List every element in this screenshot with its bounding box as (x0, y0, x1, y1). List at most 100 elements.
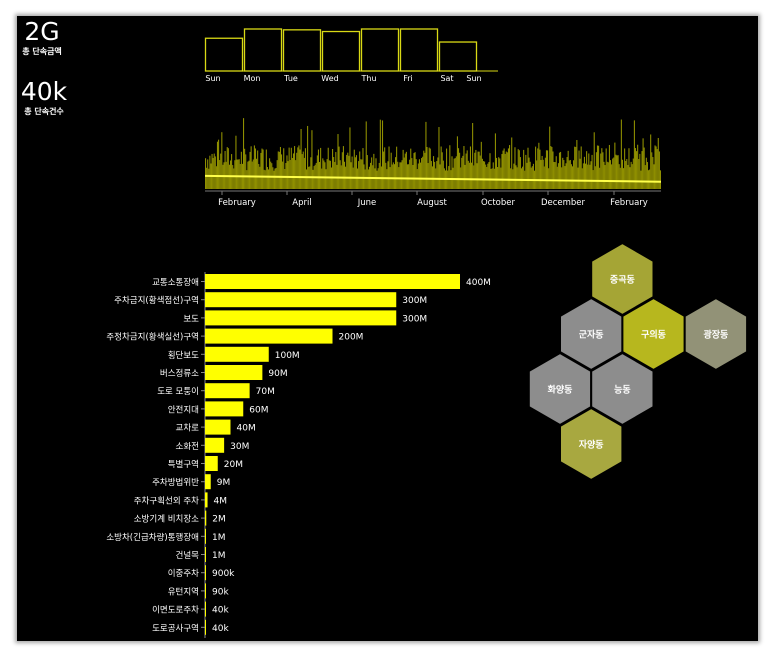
timeline-bar (281, 154, 283, 189)
category-label: 소방기계 비치장소 (134, 514, 199, 525)
timeline-bar (536, 160, 538, 189)
timeline-bar (248, 160, 250, 189)
weekday-label: Wed (321, 74, 338, 83)
timeline-bar (652, 157, 654, 189)
timeline-bar (397, 161, 399, 189)
timeline-bar (426, 146, 428, 189)
category-value-label: 100M (275, 351, 300, 361)
timeline-bar (618, 164, 620, 189)
category-value-label: 2M (212, 515, 226, 525)
timeline-bar (307, 125, 309, 189)
category-bar (205, 365, 263, 380)
timeline-bar (540, 160, 542, 189)
timeline-bar (644, 165, 646, 189)
timeline-bar (642, 138, 644, 189)
timeline-bar (480, 141, 482, 189)
timeline-bar (601, 148, 603, 189)
timeline-bar (299, 149, 301, 189)
timeline-bar (229, 160, 232, 189)
timeline-bar (401, 160, 403, 189)
timeline-bar (312, 169, 314, 189)
timeline-bar (583, 156, 585, 189)
timeline-bar (529, 161, 531, 189)
timeline-bar (320, 147, 322, 189)
district-hex[interactable] (559, 406, 624, 482)
category-value-label: 20M (224, 460, 243, 470)
timeline-bar (587, 164, 589, 189)
category-value-label: 300M (402, 314, 427, 324)
timeline-bar (530, 167, 532, 189)
timeline-bar (367, 169, 369, 189)
weekday-bar (204, 37, 244, 72)
kpi-total-amount: 2G 총 단속금액 (17, 18, 67, 58)
timeline-bar (499, 158, 501, 189)
timeline-bar (294, 146, 296, 189)
category-value-label: 900k (212, 569, 235, 579)
category-bar (205, 292, 397, 308)
timeline-bar (249, 151, 251, 189)
kpi-total-count-label: 총 단속건수 (24, 107, 64, 116)
timeline-bar (504, 153, 506, 189)
timeline-bar (448, 166, 450, 189)
category-value-label: 90k (212, 587, 229, 597)
kpi-total-amount-label: 총 단속금액 (22, 47, 62, 56)
timeline-bar (442, 160, 444, 189)
timeline-bar (272, 167, 274, 189)
timeline-bar (472, 122, 474, 189)
timeline-bar (319, 161, 321, 189)
timeline-bar (391, 164, 393, 189)
timeline-bar (542, 159, 544, 189)
timeline-bar (273, 170, 275, 189)
timeline-bar (516, 167, 518, 189)
timeline-bar (205, 158, 207, 189)
timeline-bar (237, 159, 239, 189)
category-bar (205, 419, 231, 435)
timeline-bar (269, 158, 271, 189)
timeline-bar (554, 162, 556, 189)
kpi-total-amount-value: 2G (24, 17, 60, 46)
timeline-bar (206, 167, 208, 189)
timeline-bar (346, 154, 348, 189)
timeline-bar (334, 161, 336, 189)
timeline-bar (276, 160, 278, 189)
district-hex[interactable] (683, 296, 749, 372)
timeline-bar (585, 163, 587, 189)
timeline-bar (332, 149, 334, 189)
timeline-bar (373, 153, 375, 189)
weekday-chart: Sun Mon Tue Wed Thu Fri Sat Sun (204, 28, 498, 83)
category-bar (205, 474, 211, 490)
timeline-bar (295, 160, 297, 189)
timeline-bar (568, 160, 570, 189)
timeline-bar (392, 162, 394, 189)
timeline-bar (317, 149, 319, 189)
timeline-bar (282, 161, 284, 189)
timeline-bar (557, 163, 559, 189)
district-label: 능동 (614, 385, 631, 396)
district-label: 중곡동 (610, 275, 635, 286)
timeline-bar (555, 156, 557, 189)
timeline-bar (412, 165, 414, 189)
timeline-bar (500, 167, 502, 189)
timeline-bar (355, 155, 357, 189)
timeline-bar (251, 161, 253, 189)
timeline-bar (404, 153, 406, 189)
timeline-bar (399, 162, 401, 189)
category-label: 소방차(긴급차량)통행장애 (106, 532, 199, 543)
category-label: 주차방법위반 (152, 477, 199, 488)
category-value-label: 70M (256, 387, 275, 397)
timeline-bar (333, 157, 335, 189)
timeline-bar (611, 164, 613, 189)
timeline-bar (526, 162, 528, 189)
weekday-bar (360, 28, 400, 72)
timeline-bar (620, 119, 622, 189)
timeline-bar (593, 132, 595, 189)
timeline-bar (602, 152, 604, 189)
timeline-bar (467, 160, 469, 189)
weekday-bar (282, 29, 322, 72)
timeline-bar (551, 147, 553, 189)
timeline-bar (302, 151, 304, 189)
timeline-bar (631, 164, 633, 189)
category-label: 주정차금지(황색실선)구역 (106, 332, 199, 343)
timeline-bar (240, 151, 242, 189)
timeline-bar (634, 148, 637, 189)
